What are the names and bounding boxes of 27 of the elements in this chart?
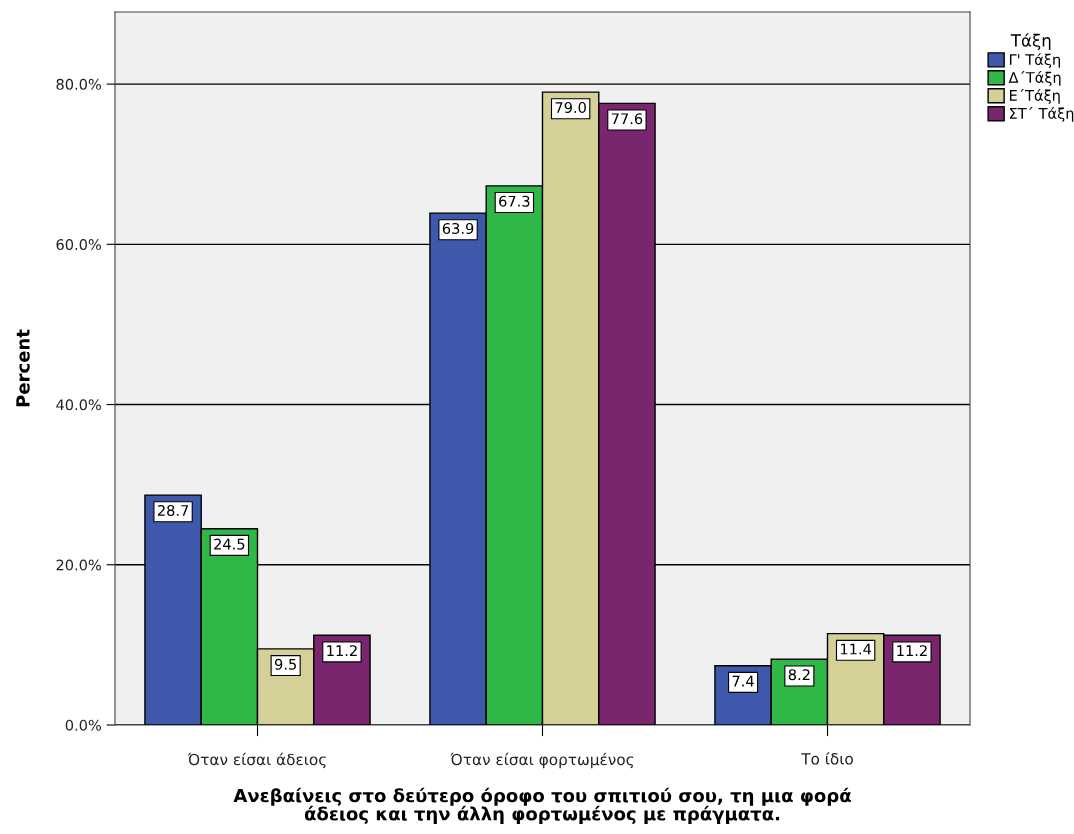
data-label: 79.0 [555, 101, 586, 114]
data-label: 77.6 [611, 113, 643, 125]
y-tick-label: 0.0% [65, 719, 101, 731]
data-label: 11.2 [327, 645, 357, 656]
data-label: 11.2 [897, 645, 927, 656]
x-axis-title: Ανεβαίνεις στο δεύτερο όροφο του σπιτιού σου, τη μια φορά άδειος και την άλλη φορτωμένος με πράγματα. [233, 787, 851, 825]
data-label: 28.7 [157, 504, 189, 516]
legend-label: Δ΄Τάξη [1008, 71, 1061, 86]
legend-label: Γ' Τάξη [1009, 53, 1060, 68]
legend-title: Τάξη [1010, 33, 1051, 50]
y-tick-label: 80.0% [56, 78, 101, 90]
x-tick-label: Το ίδιο [801, 752, 853, 765]
legend-label: Ε΄Τάξη [1009, 89, 1060, 104]
data-label: 63.9 [442, 222, 474, 234]
data-label: 9.5 [274, 658, 296, 670]
y-tick-label: 60.0% [56, 239, 101, 251]
y-axis-title: Percent [16, 329, 30, 407]
legend-label: ΣΤ΄ Τάξη [1009, 106, 1074, 122]
data-label: 7.4 [732, 675, 754, 687]
x-tick-label: Όταν είσαι άδειος [187, 752, 326, 769]
data-label: 8.2 [788, 669, 810, 681]
data-label: 24.5 [214, 538, 245, 550]
data-label: 11.4 [841, 643, 872, 655]
y-tick-label: 20.0% [56, 559, 101, 571]
x-tick-label: Όταν είσαι φορτωμένος [450, 752, 634, 769]
y-tick-label: 40.0% [56, 399, 101, 411]
data-label: 67.3 [499, 195, 530, 207]
